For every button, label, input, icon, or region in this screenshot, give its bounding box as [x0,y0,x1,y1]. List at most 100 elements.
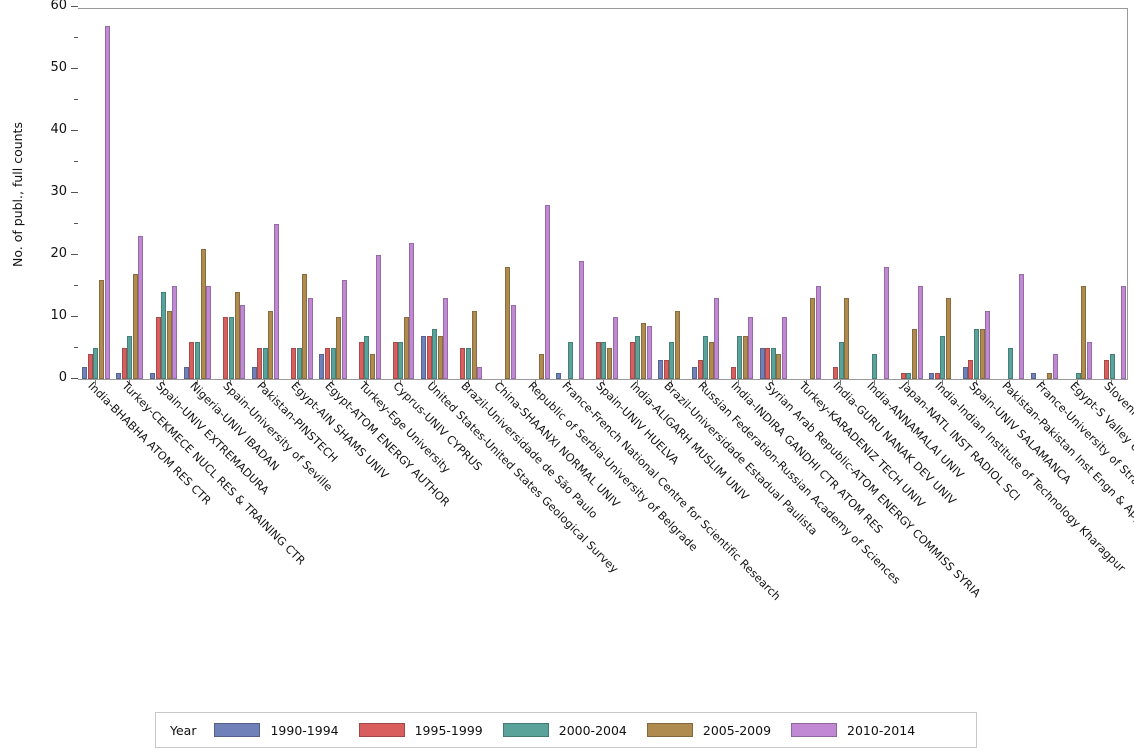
bar [291,348,297,379]
bar-group [590,9,618,379]
bar-group [997,9,1025,379]
legend-label: 2005-2009 [702,722,772,738]
bar [302,273,308,379]
bar-group [759,9,788,379]
bar-group [658,9,685,379]
bar [183,366,189,379]
bar [1109,354,1115,379]
plot-inner: 0 10 20 30 40 50 60 [50,0,1127,385]
bar [1007,348,1013,379]
y-axis-title: No. of publ., full counts [9,121,25,267]
bar-group [149,9,178,379]
bar [1030,372,1036,379]
bar-group [691,9,720,379]
bar-group [624,9,652,379]
bar [257,348,263,379]
bar-group [1064,9,1092,379]
bar [968,360,974,379]
x-axis-tick [603,380,604,385]
bar [155,317,161,379]
bar-group [861,9,889,379]
x-axis-tick [196,380,198,385]
bar [443,298,449,379]
bar-group [319,9,347,379]
bar [974,329,980,379]
legend-label: 2000-2004 [558,722,627,738]
bar [161,292,167,379]
x-axis-tick [298,380,300,385]
bar [1053,354,1058,379]
tick-mark [74,347,78,348]
bar [815,286,821,379]
bar [629,341,635,379]
bar [900,372,906,379]
bar [1103,360,1109,379]
bar [223,317,229,379]
tick-mark [71,254,78,255]
bar [544,205,550,379]
bar-group [116,9,144,379]
x-axis-category-label: India-GURU NANAK DEV UNIV [830,379,959,508]
bar [93,348,99,379]
tick-mark [71,378,78,379]
bar-group [183,9,212,379]
legend-item[interactable]: 2000-2004 [502,722,627,738]
bar [691,366,697,379]
x-axis-tick [1111,380,1113,385]
bar [640,323,646,379]
bar [714,298,720,379]
bar [929,372,934,379]
bar [1019,273,1025,379]
bar [646,326,652,379]
bar [979,329,985,379]
bar [742,335,748,379]
bar [87,354,93,379]
bar-group [353,9,381,379]
bar [511,304,517,379]
legend-swatch [646,723,693,737]
legend-item[interactable]: 2005-2009 [646,722,772,738]
bar [736,335,742,379]
legend-item[interactable]: 1995-1999 [358,723,483,738]
bar [116,372,122,379]
legend-label: 2010-2014 [847,722,916,738]
bar [945,298,951,379]
legend-swatch [791,723,838,737]
bar [420,335,426,379]
bar [200,248,206,379]
bar [324,348,330,379]
tick-mark [71,130,78,131]
tick-mark [71,68,78,69]
bar [770,348,776,379]
legend-item[interactable]: 2010-2014 [791,723,915,738]
bar-group [1098,9,1126,379]
x-axis-tick [128,380,130,385]
x-axis-tick [467,380,469,385]
bar [911,329,917,379]
x-axis-labels: India-BHABHA ATOM RES CTR Turkey-CEKMECE … [0,379,1134,684]
x-axis-tick [332,380,334,385]
bar [782,317,788,379]
bar [432,329,438,379]
bar [1075,372,1081,379]
bar [612,317,618,379]
bar [138,236,144,379]
x-axis-category-label: India-BHABHA ATOM RES CTR [85,379,214,508]
bar [940,335,946,379]
bar [307,298,313,379]
bar [82,366,88,379]
x-axis-tick [433,380,435,385]
bar [731,366,737,379]
y-axis-tick-label: 30 [50,184,67,199]
bar-group [556,9,584,379]
bar [906,372,912,379]
legend-item[interactable]: 1990-1994 [214,723,339,738]
chart-legend: Year 1990-1994 1995-1999 2000-2004 2005-200… [155,712,977,748]
bar [358,341,364,379]
bar [273,224,279,379]
legend-swatch [358,723,405,737]
bar [934,372,940,379]
bar [748,317,754,379]
tick-mark [74,223,78,224]
bar [403,317,409,379]
